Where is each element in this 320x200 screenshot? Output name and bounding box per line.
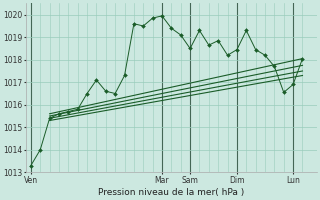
- X-axis label: Pression niveau de la mer( hPa ): Pression niveau de la mer( hPa ): [98, 188, 244, 197]
